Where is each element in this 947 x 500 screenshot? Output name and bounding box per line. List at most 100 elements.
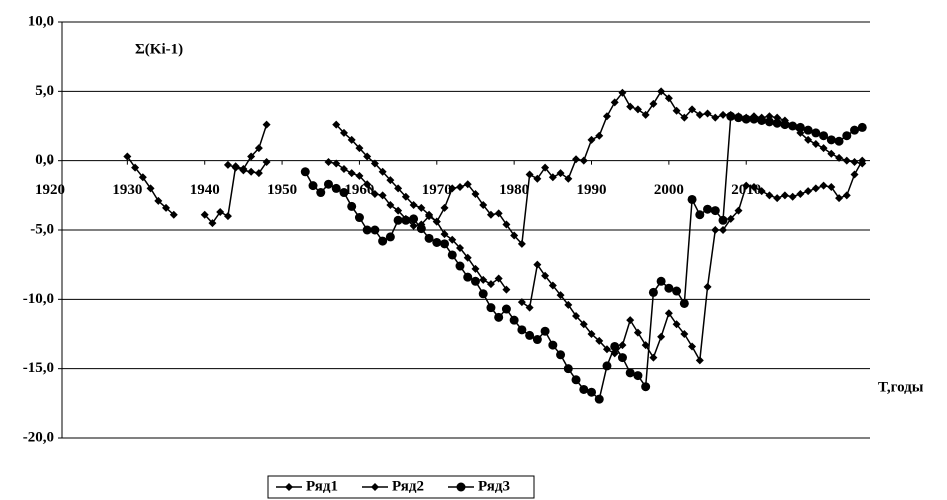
data-point	[432, 217, 441, 226]
data-point	[649, 353, 658, 362]
data-point	[850, 158, 859, 167]
data-point	[595, 336, 604, 345]
data-point	[850, 125, 860, 135]
data-point	[579, 384, 589, 394]
data-point	[595, 131, 604, 140]
data-point	[425, 212, 434, 221]
data-point	[780, 120, 790, 130]
data-point	[339, 128, 348, 137]
data-point	[447, 250, 457, 260]
data-point	[363, 180, 372, 189]
data-point	[138, 173, 147, 182]
data-point	[672, 286, 682, 296]
data-point	[262, 120, 271, 129]
data-point	[378, 191, 387, 200]
data-point	[323, 179, 333, 189]
data-point	[858, 156, 867, 165]
data-point	[386, 201, 395, 210]
data-point	[470, 276, 480, 286]
data-point	[711, 226, 720, 234]
data-point	[703, 204, 713, 214]
data-point	[742, 181, 751, 190]
x-tick-label: 1970	[422, 182, 452, 198]
data-point	[525, 330, 535, 340]
data-point	[339, 188, 349, 198]
data-point	[602, 112, 611, 121]
data-point	[169, 210, 178, 219]
data-point	[734, 206, 743, 215]
data-point	[409, 201, 418, 210]
data-point	[602, 361, 612, 371]
data-point	[780, 191, 789, 200]
y-tick-label: 5,0	[35, 83, 54, 99]
data-point	[772, 118, 782, 128]
data-point	[633, 371, 643, 381]
data-point	[417, 203, 426, 212]
data-point	[680, 330, 689, 338]
data-point	[826, 135, 836, 145]
data-point	[502, 220, 511, 229]
data-point	[455, 261, 465, 271]
legend-marker	[285, 483, 293, 491]
y-tick-label: 0,0	[35, 152, 54, 168]
data-point	[835, 194, 844, 203]
data-point	[626, 316, 635, 325]
data-point	[370, 225, 380, 235]
data-point	[540, 326, 550, 336]
data-point	[749, 114, 759, 124]
data-point	[541, 163, 550, 172]
data-point	[564, 174, 573, 183]
data-point	[657, 332, 666, 341]
legend-marker	[456, 482, 466, 492]
data-point	[757, 115, 767, 125]
data-point	[719, 110, 728, 119]
data-point	[394, 206, 403, 215]
data-point	[749, 183, 758, 192]
data-point	[471, 189, 480, 198]
data-point	[548, 281, 557, 290]
data-point	[703, 282, 712, 291]
data-point	[788, 192, 797, 201]
data-point	[370, 189, 379, 198]
data-point	[339, 164, 348, 173]
data-point	[556, 169, 565, 178]
data-point	[695, 210, 705, 220]
x-tick-label: 1990	[577, 182, 607, 198]
data-point	[494, 312, 504, 322]
data-point	[850, 170, 859, 179]
data-point	[501, 304, 511, 314]
data-point	[572, 311, 581, 320]
data-point	[710, 206, 720, 216]
data-point	[688, 342, 697, 351]
data-point	[254, 169, 263, 178]
data-point	[641, 382, 651, 392]
data-point	[324, 158, 333, 167]
data-point	[587, 135, 596, 144]
data-point	[610, 341, 620, 351]
legend-marker	[371, 483, 379, 491]
data-point	[308, 181, 318, 191]
data-point	[795, 122, 805, 132]
data-point	[819, 131, 829, 141]
data-point	[641, 110, 650, 119]
data-point	[216, 207, 225, 216]
data-point	[424, 233, 434, 243]
data-point	[633, 105, 642, 114]
data-point	[486, 280, 495, 289]
legend-label: Ряд1	[306, 478, 338, 494]
data-point	[254, 144, 263, 153]
data-point	[680, 113, 689, 122]
data-point	[409, 221, 418, 230]
x-axis-title: T,годы	[878, 379, 924, 395]
data-point	[679, 298, 689, 308]
data-point	[385, 232, 395, 242]
data-point	[548, 173, 557, 182]
data-point	[131, 163, 140, 172]
data-point	[656, 276, 666, 286]
data-point	[726, 214, 735, 223]
data-point	[347, 135, 356, 144]
data-point	[587, 330, 596, 338]
data-point	[223, 160, 232, 169]
data-point	[842, 156, 851, 165]
data-point	[494, 209, 503, 218]
